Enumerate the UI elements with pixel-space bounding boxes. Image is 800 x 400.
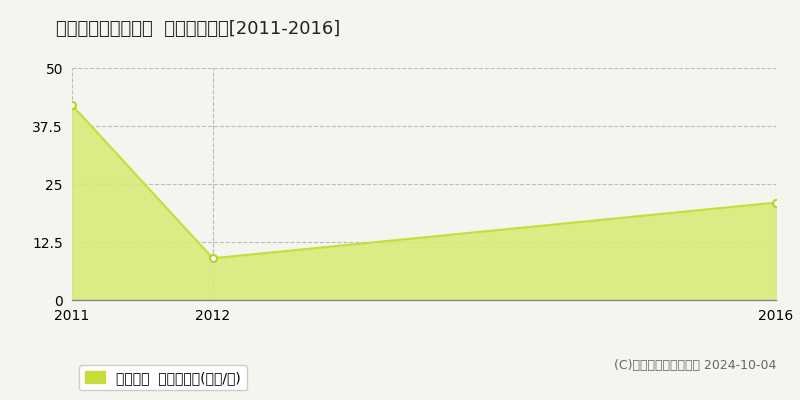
Legend: 土地価格  平均坪単価(万円/坪): 土地価格 平均坪単価(万円/坪)	[79, 365, 246, 390]
Text: 静岡市駿河区西大谷  土地価格推移[2011-2016]: 静岡市駿河区西大谷 土地価格推移[2011-2016]	[56, 20, 340, 38]
Text: (C)土地価格ドットコム 2024-10-04: (C)土地価格ドットコム 2024-10-04	[614, 359, 776, 372]
